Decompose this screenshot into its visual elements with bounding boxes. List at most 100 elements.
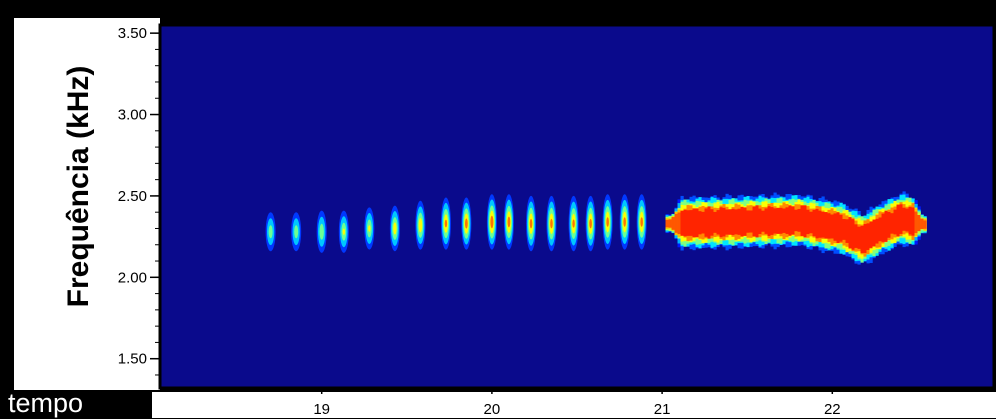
band-slice	[887, 211, 891, 238]
plot-border	[158, 23, 996, 390]
band-slice	[671, 217, 675, 230]
pulse-level	[342, 228, 346, 235]
band-slice	[908, 207, 912, 235]
band-slice	[839, 214, 843, 242]
y-tick-label: 1.50	[118, 351, 147, 368]
pulse-1	[265, 212, 276, 252]
band-slice	[668, 219, 672, 228]
pulse-level	[319, 223, 324, 240]
pulse-level	[268, 225, 273, 239]
band-slice	[866, 223, 870, 250]
band-slice	[893, 209, 897, 235]
band-slice	[890, 213, 894, 234]
band-slice	[716, 210, 720, 235]
band-slice	[854, 224, 858, 248]
x-tick-label: 22	[824, 401, 841, 418]
y-tick-label: 3.50	[118, 25, 147, 42]
y-tick-label: 2.00	[118, 269, 147, 286]
band-slice	[911, 207, 915, 236]
band-slice	[749, 210, 753, 233]
band-slice	[863, 224, 867, 253]
pulse-10	[486, 194, 497, 250]
band-slice	[782, 208, 786, 233]
pulse-8	[440, 197, 451, 250]
band-slice	[725, 209, 729, 235]
pulse-15	[585, 195, 596, 252]
pulse-3	[316, 210, 327, 253]
pulse-18	[636, 194, 647, 250]
band-slice	[689, 210, 693, 236]
continuous-band	[665, 191, 927, 265]
pulse-level	[572, 219, 575, 228]
y-tick-label: 2.50	[118, 188, 147, 205]
band-slice	[917, 215, 921, 232]
band-slice	[875, 218, 879, 244]
band-slice	[692, 208, 696, 238]
band-slice	[794, 209, 798, 232]
band-slice	[680, 210, 684, 236]
pulse-7	[415, 200, 426, 250]
band-slice	[881, 213, 885, 242]
band-slice	[884, 210, 888, 242]
x-tick-label: 20	[484, 401, 501, 418]
band-slice	[848, 217, 852, 249]
band-slice	[833, 213, 837, 241]
pulse-2	[291, 212, 302, 252]
band-slice	[806, 209, 810, 235]
pulse-level	[393, 222, 397, 235]
band-slice	[728, 209, 732, 235]
band-slice	[773, 208, 777, 234]
band-slice	[746, 210, 750, 233]
band-slice	[815, 208, 819, 239]
band-slice	[770, 207, 774, 235]
pulse-5	[364, 207, 375, 250]
band-slice	[872, 219, 876, 247]
pulse-level	[490, 215, 494, 229]
band-slice	[845, 219, 849, 243]
band-slice	[923, 220, 927, 229]
band-slice	[821, 211, 825, 238]
band-slice	[701, 211, 705, 234]
band-slice	[785, 207, 789, 234]
pulse-level	[623, 217, 626, 227]
band-slice	[830, 214, 834, 239]
band-slice	[842, 218, 846, 240]
band-slice	[755, 205, 759, 238]
pulse-level	[606, 217, 609, 227]
band-slice	[905, 208, 909, 232]
band-slice	[743, 207, 747, 236]
band-slice	[803, 205, 807, 238]
band-slice	[878, 217, 882, 242]
band-slice	[758, 208, 762, 234]
pulse-level	[464, 218, 468, 229]
spectrogram-marks	[265, 191, 927, 265]
band-slice	[731, 208, 735, 236]
pulse-6	[389, 205, 400, 252]
band-slice	[677, 212, 681, 235]
pulse-level	[640, 217, 643, 227]
band-slice	[695, 208, 699, 238]
band-slice	[899, 204, 903, 234]
band-slice	[869, 221, 873, 248]
band-slice	[710, 209, 714, 236]
pulse-level	[589, 218, 592, 229]
band-slice	[812, 209, 816, 237]
band-slice	[722, 207, 726, 237]
band-slice	[707, 206, 711, 239]
band-slice	[674, 213, 678, 233]
band-slice	[836, 212, 840, 244]
band-slice	[764, 208, 768, 234]
x-tick-label: 19	[313, 401, 330, 418]
band-slice	[779, 207, 783, 234]
band-slice	[704, 208, 708, 237]
x-axis-title: tempo	[8, 388, 84, 418]
band-slice	[857, 226, 861, 249]
pulse-9	[461, 197, 472, 250]
pulse-level	[368, 225, 371, 232]
band-slice	[665, 219, 669, 228]
pulse-level	[529, 218, 533, 229]
band-slice	[719, 207, 723, 238]
band-slice	[809, 211, 813, 234]
